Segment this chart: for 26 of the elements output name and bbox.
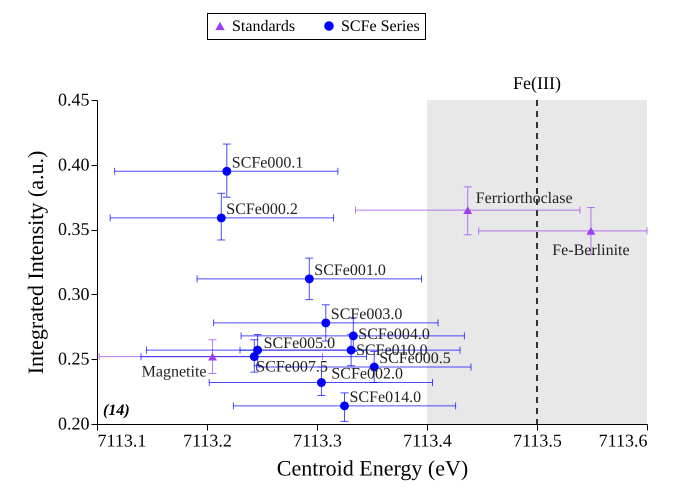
y-axis-title: Integrated Intensity (a.u.) bbox=[23, 150, 48, 374]
ref-line-label: Fe(III) bbox=[513, 73, 561, 93]
y-tick-label: 0.40 bbox=[58, 154, 90, 174]
y-tick-label: 0.30 bbox=[58, 284, 90, 304]
annotation: SCFe014.0 bbox=[350, 388, 422, 406]
y-tick-label: 0.45 bbox=[58, 90, 90, 110]
x-tick-label: 7113.6 bbox=[598, 430, 648, 450]
y-tick-label: 0.20 bbox=[58, 414, 90, 434]
annotation: Ferriorthoclase bbox=[476, 190, 573, 208]
x-tick-label: 7113.1 bbox=[98, 430, 146, 450]
y-tick-label: 0.25 bbox=[58, 348, 90, 369]
x-tick-label: 7113.5 bbox=[513, 430, 562, 450]
x-tick-label: 7113.3 bbox=[293, 430, 342, 450]
x-tick-label: 7113.4 bbox=[403, 430, 452, 450]
annotation: SCFe000.1 bbox=[232, 154, 304, 172]
annotation: SCFe003.0 bbox=[330, 306, 402, 323]
x-tick-label: 7113.2 bbox=[183, 430, 232, 450]
annotation: SCFe005.0 bbox=[264, 335, 336, 352]
annotation: Magnetite bbox=[142, 364, 206, 381]
legend-label: SCFe Series bbox=[341, 18, 420, 35]
annotation: (14) bbox=[103, 402, 130, 419]
annotation: SCFe001.0 bbox=[314, 262, 386, 279]
legend-label: Standards bbox=[232, 18, 296, 35]
annotation: SCFe000.2 bbox=[226, 200, 298, 218]
x-axis-title: Centroid Energy (eV) bbox=[276, 456, 468, 480]
y-tick-label: 0.35 bbox=[58, 219, 90, 240]
